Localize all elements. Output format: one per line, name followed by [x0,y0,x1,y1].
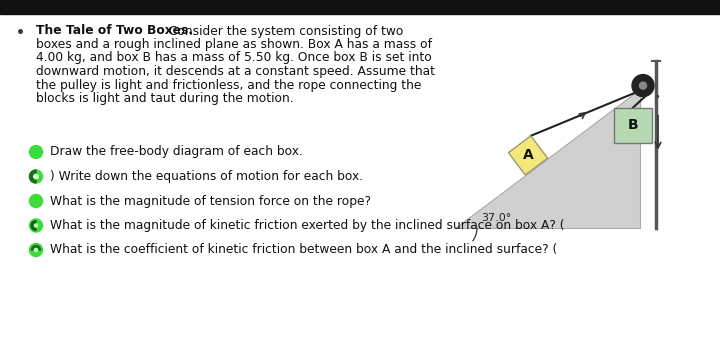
Text: Consider the system consisting of two: Consider the system consisting of two [165,25,403,37]
Polygon shape [455,89,640,228]
Circle shape [30,219,42,232]
Text: B: B [628,118,639,132]
Text: downward motion, it descends at a constant speed. Assume that: downward motion, it descends at a consta… [36,65,435,78]
Text: What is the magnitude of kinetic friction exerted by the inclined surface on box: What is the magnitude of kinetic frictio… [50,219,564,232]
Circle shape [639,82,647,89]
Text: 4.00 kg, and box B has a mass of 5.50 kg. Once box B is set into: 4.00 kg, and box B has a mass of 5.50 kg… [36,51,432,64]
Wedge shape [32,245,40,250]
Text: Draw the free-body diagram of each box.: Draw the free-body diagram of each box. [50,146,303,159]
Wedge shape [30,170,36,183]
Circle shape [30,244,42,257]
Text: blocks is light and taut during the motion.: blocks is light and taut during the moti… [36,92,294,105]
Wedge shape [31,220,36,230]
Circle shape [35,224,37,227]
Text: ) Write down the equations of motion for each box.: ) Write down the equations of motion for… [50,170,363,183]
Text: A: A [523,148,534,162]
Bar [0,0,720,14]
Text: The Tale of Two Boxes.: The Tale of Two Boxes. [36,25,193,37]
Circle shape [30,146,42,159]
Text: What is the magnitude of tension force on the rope?: What is the magnitude of tension force o… [50,195,371,208]
Text: 37.0°: 37.0° [481,213,511,223]
Circle shape [35,248,37,252]
Circle shape [632,75,654,97]
Bar [614,107,652,142]
Text: the pulley is light and frictionless, and the rope connecting the: the pulley is light and frictionless, an… [36,78,421,91]
Circle shape [30,195,42,208]
Polygon shape [632,86,645,99]
Circle shape [30,170,42,183]
Text: boxes and a rough inclined plane as shown. Box A has a mass of: boxes and a rough inclined plane as show… [36,38,432,51]
Polygon shape [508,136,548,175]
Text: What is the coefficient of kinetic friction between box A and the inclined surfa: What is the coefficient of kinetic frict… [50,244,557,257]
Circle shape [34,174,38,179]
